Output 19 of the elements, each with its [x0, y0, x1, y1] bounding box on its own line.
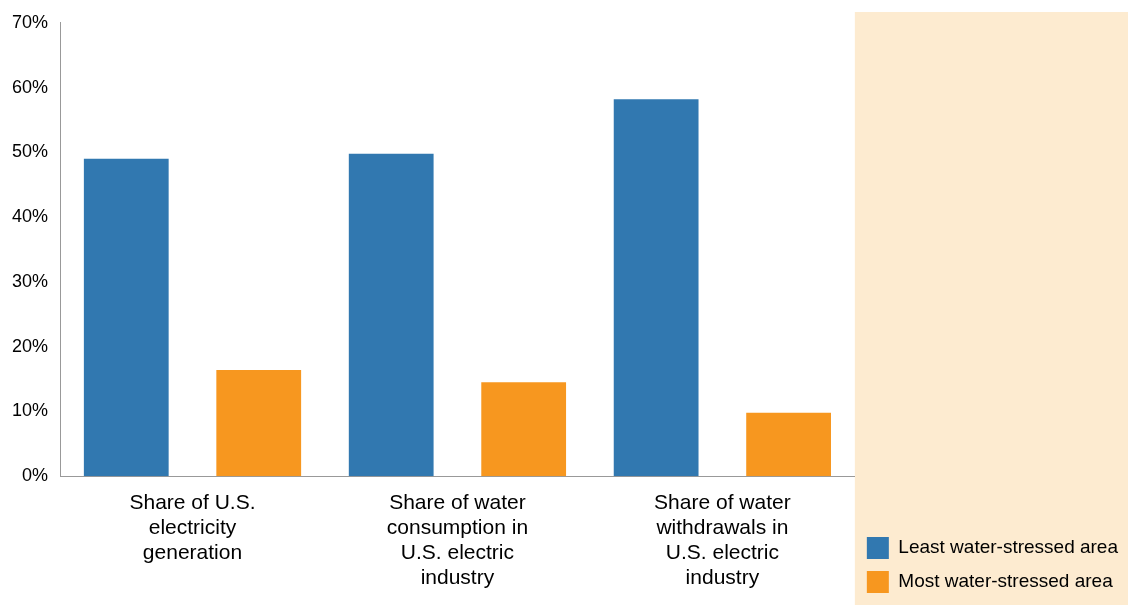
- y-tick-label: 0%: [22, 465, 49, 486]
- legend-label: Least water-stressed area: [898, 536, 1119, 558]
- y-tick-label: 60%: [12, 76, 49, 97]
- bar: [216, 369, 302, 477]
- y-tick-label: 50%: [12, 141, 49, 162]
- x-tick-label: Share of water withdrawals in U.S. electric industry: [654, 489, 791, 589]
- y-tick-label: 20%: [12, 335, 49, 356]
- bar: [348, 153, 434, 477]
- x-tick-label: Share of water consumption in U.S. electric industry: [386, 489, 529, 589]
- y-tick-label: 70%: [12, 11, 49, 32]
- bar: [613, 99, 699, 477]
- legend-label: Most water-stressed area: [898, 570, 1114, 592]
- y-tick-label: 30%: [12, 270, 49, 291]
- y-tick-label: 10%: [12, 400, 49, 421]
- y-tick-label: 40%: [12, 206, 49, 227]
- x-tick-label: Share of U.S. electricity generation: [129, 489, 256, 563]
- bar: [481, 382, 567, 477]
- bar: [83, 158, 169, 477]
- bar: [746, 412, 831, 477]
